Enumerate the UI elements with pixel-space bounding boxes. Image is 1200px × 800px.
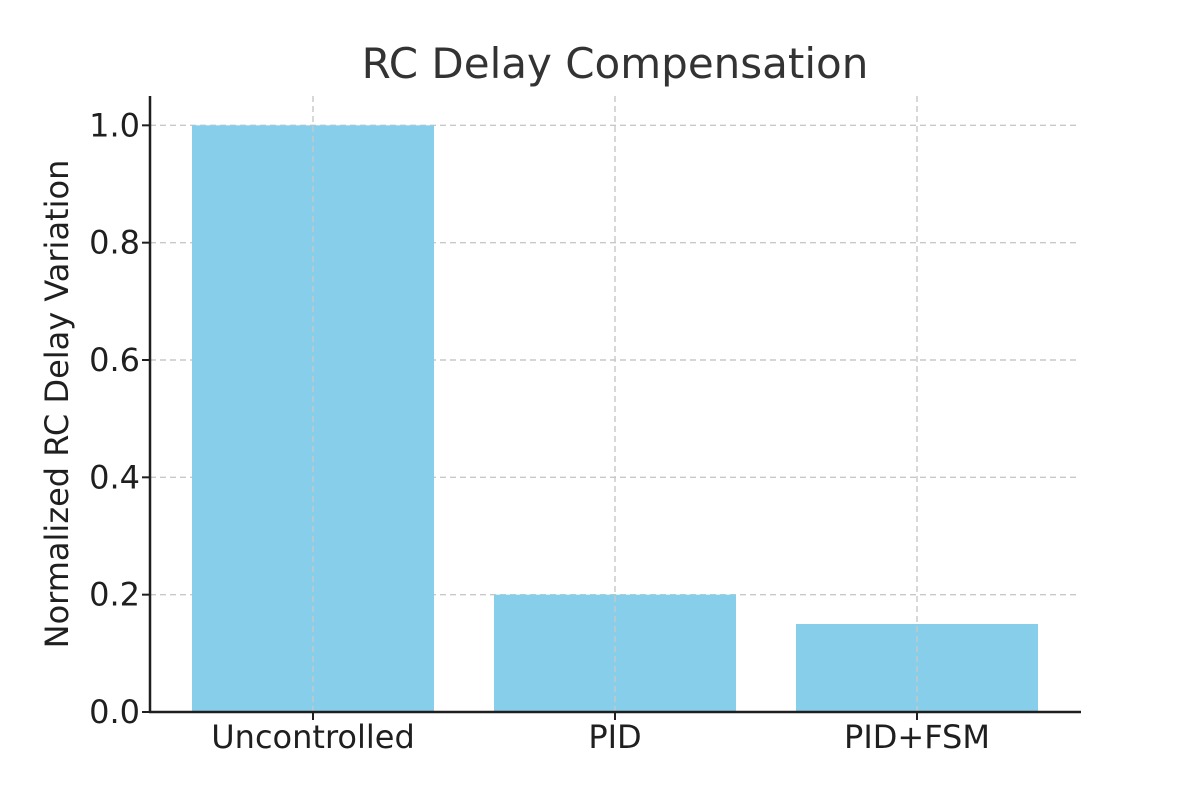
y-tick-label: 0.4 (89, 458, 140, 496)
x-tick-label: PID (588, 718, 641, 756)
x-ticks: Uncontrolled PID PID+FSM (211, 712, 990, 756)
y-tick-label: 0.2 (89, 576, 140, 614)
y-tick-label: 1.0 (89, 106, 140, 144)
chart-title: RC Delay Compensation (362, 39, 869, 88)
x-tick-label: PID+FSM (844, 718, 990, 756)
y-tick-label: 0.8 (89, 224, 140, 262)
y-tick-label: 0.6 (89, 341, 140, 379)
bar (494, 594, 736, 712)
x-tick-label: Uncontrolled (211, 718, 415, 756)
y-ticks: 0.0 0.2 0.4 0.6 0.8 1.0 (89, 106, 150, 731)
bars (192, 96, 1038, 713)
y-axis-label: Normalized RC Delay Variation (38, 160, 76, 649)
y-tick-label: 0.0 (89, 693, 140, 731)
